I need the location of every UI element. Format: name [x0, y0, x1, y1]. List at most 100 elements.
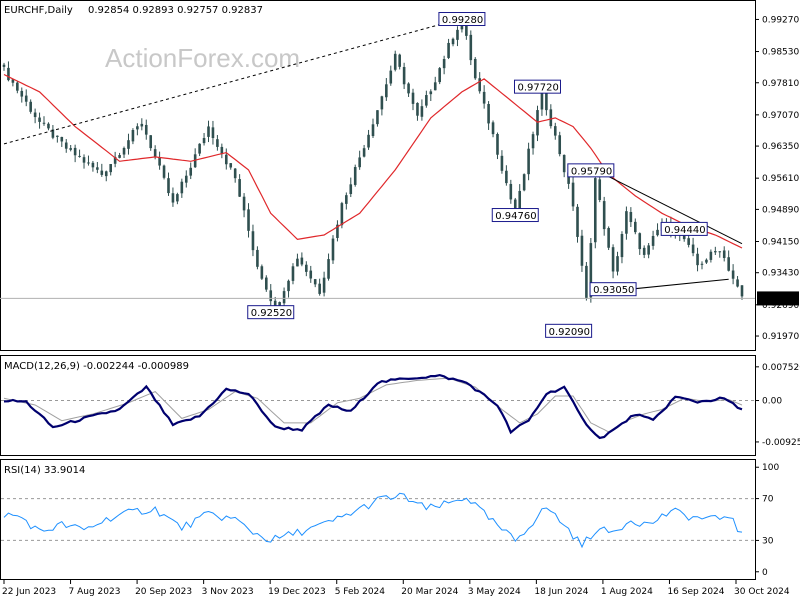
annotation-box: [438, 12, 486, 27]
candle: [78, 149, 81, 158]
candle-body: [576, 206, 579, 237]
candle-body: [634, 221, 637, 233]
candle: [64, 139, 68, 153]
candle: [167, 172, 170, 196]
candle-body: [362, 148, 366, 157]
candle: [629, 207, 633, 227]
candle: [585, 261, 588, 301]
date-tick-label: 20 Mar 2024: [401, 587, 458, 597]
candle: [456, 26, 459, 47]
candle: [16, 81, 19, 94]
candle: [505, 165, 508, 186]
candle: [482, 85, 486, 109]
candle-body: [184, 175, 188, 183]
candle-body: [144, 124, 148, 135]
candle: [691, 237, 695, 257]
candle-body: [602, 201, 606, 230]
candle: [714, 246, 717, 255]
candle-body: [242, 196, 246, 211]
candle-body: [585, 265, 588, 298]
candle-body: [113, 156, 117, 164]
candle: [211, 120, 215, 145]
candle: [549, 104, 553, 129]
candle-body: [313, 279, 317, 285]
candle-body: [402, 67, 406, 85]
symbol-label: EURCHF,Daily: [4, 5, 73, 16]
price-tick-label: 0.94150: [762, 237, 799, 247]
candle-body: [69, 148, 72, 150]
triangle-upper-line: [603, 173, 743, 245]
annotation-text: 0.94440: [664, 225, 705, 236]
candle: [380, 95, 384, 116]
indicator-lines: [3, 16, 743, 549]
rsi-tick-label: 100: [762, 463, 779, 473]
candle: [291, 263, 295, 285]
candle-body: [211, 127, 215, 139]
candle-body: [318, 283, 321, 294]
candle-body: [87, 162, 90, 164]
candle-body: [736, 279, 739, 287]
candle-body: [447, 42, 450, 58]
candle-body: [562, 154, 566, 173]
price-annotation: 0.92520: [247, 305, 295, 320]
candle: [158, 151, 161, 170]
candle: [353, 164, 357, 187]
candle-body: [167, 178, 170, 194]
candle-body: [78, 155, 81, 157]
price-annotation: 0.97720: [513, 79, 561, 94]
candle: [740, 285, 744, 300]
candle: [367, 129, 370, 150]
candle-body: [705, 259, 708, 263]
candle: [705, 258, 708, 264]
price-tick-label: 0.94890: [762, 205, 799, 215]
candle: [251, 224, 255, 257]
candle-body: [553, 126, 557, 136]
candle: [109, 164, 112, 176]
candle-body: [42, 122, 46, 124]
date-tick-label: 22 Jun 2023: [2, 587, 56, 597]
candle: [224, 148, 228, 170]
candle: [296, 253, 299, 267]
candle-body: [722, 250, 726, 258]
candle-body: [478, 78, 481, 92]
candle-body: [438, 68, 441, 83]
candle: [113, 151, 117, 168]
candle-body: [349, 184, 353, 195]
candle-body: [305, 264, 308, 272]
candle-body: [153, 149, 157, 157]
annotation-box: [660, 221, 708, 236]
candle-body: [656, 229, 659, 236]
annotation-box: [247, 305, 295, 320]
candle: [385, 78, 388, 101]
candle-body: [620, 233, 624, 258]
candle-body: [176, 194, 179, 202]
candle: [420, 99, 424, 121]
candle-body: [291, 266, 295, 281]
candle-body: [642, 247, 646, 255]
candle: [20, 87, 24, 103]
candle: [100, 163, 104, 177]
candle-body: [265, 277, 268, 290]
candle: [202, 132, 206, 146]
candle: [91, 160, 95, 172]
annotation-text: 0.99280: [442, 15, 483, 26]
date-axis: 22 Jun 2023 7 Aug 2023 20 Sep 2023 3 Nov 20…: [2, 580, 790, 597]
candle-body: [465, 18, 468, 36]
candle-body: [127, 140, 130, 149]
price-tick-label: 0.91970: [762, 332, 799, 342]
candle: [447, 38, 450, 60]
macd-header: MACD(12,26,9) -0.002244 -0.000989: [4, 361, 189, 372]
candle: [189, 162, 193, 180]
candle: [491, 120, 495, 138]
price-annotation: 0.94440: [660, 221, 708, 236]
price-panel: [0, 0, 756, 351]
candle: [305, 261, 308, 277]
price-annotation: 0.92090: [545, 323, 593, 338]
dotted-trendline: [3, 16, 467, 145]
candle-body: [740, 285, 744, 297]
candle-body: [38, 117, 41, 122]
rsi-tick-label: 70: [762, 495, 774, 505]
candle-body: [131, 130, 135, 142]
candle-body: [371, 124, 375, 137]
annotation-box: [513, 79, 561, 94]
